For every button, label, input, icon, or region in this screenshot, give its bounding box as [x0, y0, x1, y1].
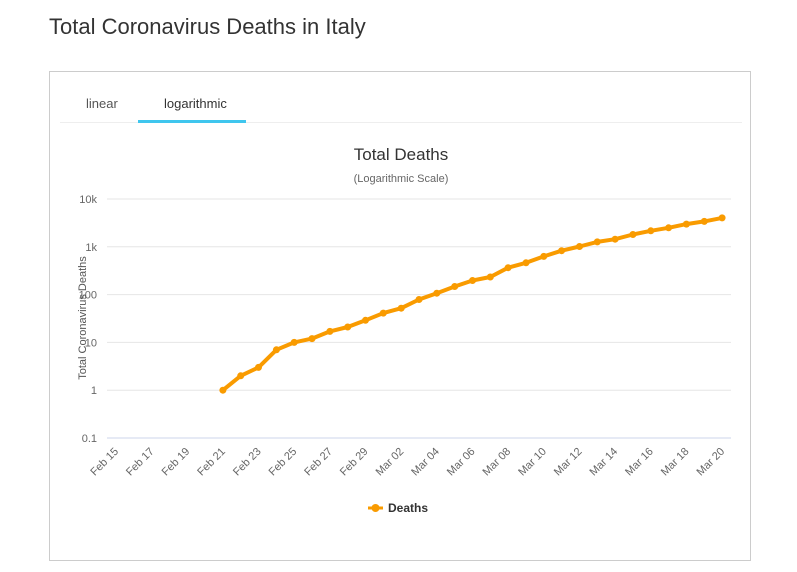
x-tick-labels: Feb 15 Feb 17 Feb 19 Feb 21 Feb 23 Feb 25 Feb …: [88, 446, 727, 479]
y-tick-label: 0.1: [82, 433, 97, 445]
data-point[interactable]: [433, 289, 441, 297]
data-point[interactable]: [362, 316, 369, 324]
chart-panel: linear logarithmic Total Deaths (Logarit…: [49, 71, 751, 561]
data-point[interactable]: [272, 346, 280, 354]
data-point[interactable]: [576, 243, 583, 250]
data-point[interactable]: [415, 296, 423, 303]
tab-linear[interactable]: linear: [86, 96, 118, 111]
series-line-deaths: [220, 215, 725, 393]
y-tick-labels: 0.1 1 10 100 1k 10k: [79, 194, 98, 445]
y-tick-label: 100: [79, 290, 97, 302]
x-tick-label: Mar 16: [623, 446, 656, 479]
x-tick-label: Feb 17: [124, 446, 157, 479]
chart-subtitle: (Logarithmic Scale): [354, 173, 449, 185]
y-tick-label: 1: [91, 385, 97, 397]
data-point[interactable]: [540, 252, 548, 260]
legend-label-deaths: Deaths: [388, 501, 428, 515]
x-tick-label: Feb 23: [231, 446, 264, 479]
data-point[interactable]: [255, 363, 262, 371]
data-point[interactable]: [379, 309, 387, 317]
x-tick-label: Feb 15: [88, 446, 121, 479]
data-point[interactable]: [522, 259, 530, 267]
data-point[interactable]: [700, 217, 708, 225]
data-point[interactable]: [558, 247, 566, 255]
y-axis-label: Total Coronavirus Deaths: [77, 256, 89, 380]
data-point[interactable]: [219, 386, 227, 394]
x-tick-label: Mar 12: [552, 446, 585, 479]
x-tick-label: Mar 04: [409, 446, 442, 479]
data-point[interactable]: [647, 227, 655, 235]
x-tick-label: Mar 18: [659, 446, 692, 479]
chart-title: Total Deaths: [354, 145, 449, 164]
x-tick-label: Feb 29: [338, 446, 371, 479]
data-point[interactable]: [665, 224, 673, 232]
data-point[interactable]: [451, 283, 459, 290]
data-point[interactable]: [486, 273, 494, 281]
data-point[interactable]: [611, 235, 619, 243]
y-tick-label: 10k: [79, 194, 97, 206]
x-tick-label: Feb 19: [160, 446, 193, 479]
data-point[interactable]: [397, 304, 405, 312]
data-point[interactable]: [718, 214, 726, 222]
x-tick-label: Mar 02: [374, 446, 407, 479]
x-tick-label: Feb 21: [195, 446, 228, 479]
data-point[interactable]: [682, 220, 690, 228]
x-tick-label: Mar 10: [516, 446, 549, 479]
legend-marker: [371, 504, 380, 512]
data-point[interactable]: [504, 264, 512, 272]
data-point[interactable]: [290, 338, 298, 346]
deaths-series: [219, 214, 726, 394]
y-gridlines: [107, 198, 731, 391]
data-point[interactable]: [237, 372, 245, 380]
page-title: Total Coronavirus Deaths in Italy: [49, 14, 366, 39]
tab-logarithmic[interactable]: logarithmic: [164, 96, 227, 111]
x-tick-label: Mar 06: [445, 446, 478, 479]
x-tick-label: Feb 27: [302, 446, 335, 479]
active-tab-indicator: [138, 120, 246, 123]
x-tick-label: Feb 25: [267, 446, 300, 479]
x-tick-label: Mar 20: [695, 446, 728, 479]
y-tick-label: 10: [85, 337, 97, 349]
data-point[interactable]: [308, 335, 316, 343]
data-point[interactable]: [326, 327, 334, 335]
x-tick-label: Mar 08: [481, 446, 514, 479]
deaths-chart: Total Deaths (Logarithmic Scale) 0.1 1 10 1…: [77, 145, 731, 515]
data-point[interactable]: [593, 238, 601, 246]
data-point[interactable]: [469, 277, 476, 284]
data-point[interactable]: [629, 231, 637, 238]
data-point[interactable]: [344, 323, 352, 331]
scale-tabs: linear logarithmic: [60, 72, 742, 123]
y-tick-label: 1k: [85, 242, 97, 254]
x-tick-label: Mar 14: [588, 446, 621, 479]
legend[interactable]: Deaths: [368, 501, 428, 515]
